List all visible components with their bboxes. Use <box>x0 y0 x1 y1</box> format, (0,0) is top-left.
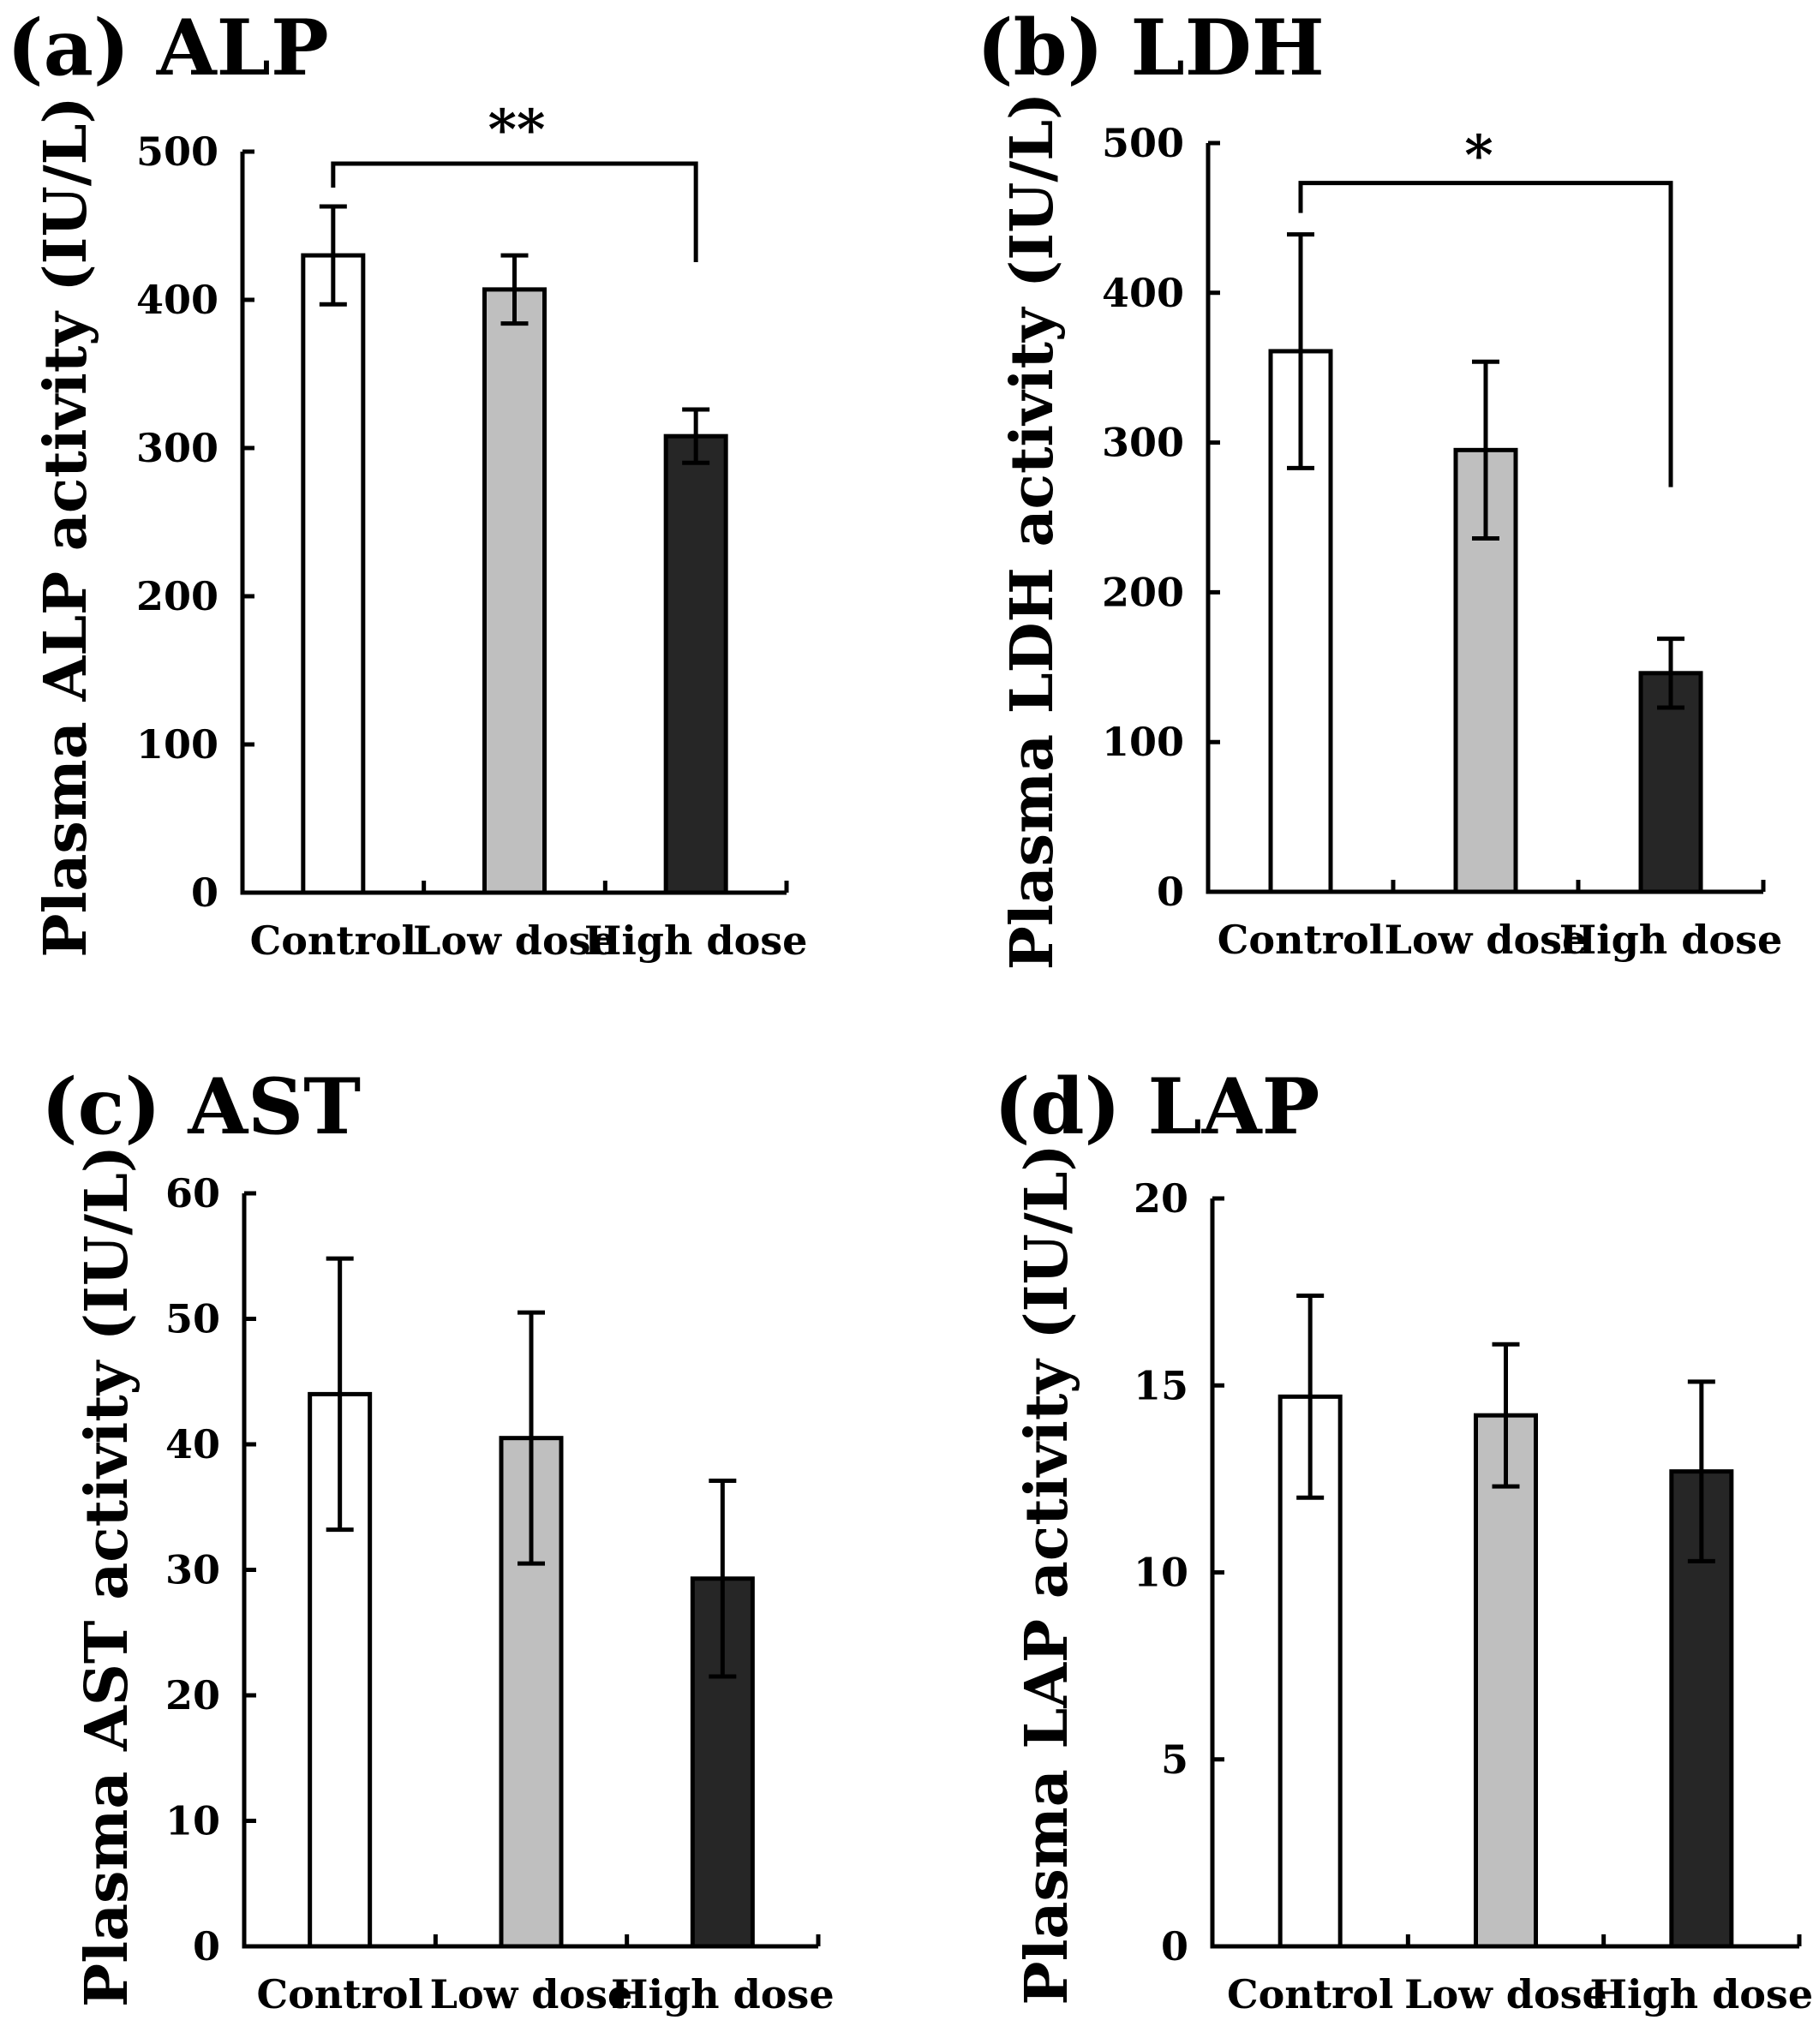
panel-d-error-bar-2 <box>1687 1379 1715 1563</box>
panel-c: (c) AST Plasma AST activity (IU/L) 0 10 … <box>41 1061 835 2017</box>
panel-a-ytick-5: 500 <box>136 128 218 175</box>
panel-b-title: (b) LDH <box>977 3 1325 93</box>
panel-d-error-bar-0 <box>1296 1293 1325 1500</box>
panel-a-name: ALP <box>156 3 329 93</box>
panel-d-bar-1 <box>1474 1413 1538 1949</box>
panel-c-axes <box>242 1191 821 1949</box>
panel-c-ytick-0: 0 <box>193 1923 220 1969</box>
panel-b-error-bar-0 <box>1287 232 1314 470</box>
panel-d-ytick-2: 10 <box>1134 1550 1188 1596</box>
panel-a-ytick-3: 300 <box>136 425 218 471</box>
panel-c-error-bar-0 <box>326 1256 354 1533</box>
panel-c-letter: (c) <box>41 1061 161 1152</box>
panel-a: (a) ALP Plasma ALP activity (IU/L) ** 0 … <box>7 3 807 964</box>
panel-d-ytick-0: 0 <box>1161 1923 1188 1969</box>
panel-a-ytick-4: 400 <box>136 277 218 323</box>
panel-b-significance-label: * <box>1464 123 1493 188</box>
panel-c-ytick-5: 50 <box>165 1296 220 1342</box>
panel-a-error-bar-0 <box>319 204 347 307</box>
panel-c-ytick-3: 30 <box>165 1547 220 1593</box>
panel-d-ylabel: Plasma LAP activity (IU/L) <box>1013 1144 1081 2005</box>
panel-b-significance-bracket <box>1298 181 1673 487</box>
panel-a-error-bar-2 <box>682 407 710 465</box>
panel-c-category-label: High dose <box>611 1971 835 2017</box>
panel-a-ytick-2: 200 <box>136 573 218 619</box>
panel-a-error-bar-1 <box>500 253 529 326</box>
panel-a-letter: (a) <box>7 3 129 93</box>
panel-d-category-label: Low dose <box>1404 1971 1607 2017</box>
panel-b-ytick-2: 200 <box>1102 569 1184 615</box>
panel-b-ytick-4: 400 <box>1102 270 1184 316</box>
panel-d-letter: (d) <box>994 1061 1121 1152</box>
panel-b-name: LDH <box>1130 3 1324 93</box>
panel-b-ytick-5: 500 <box>1102 120 1184 166</box>
panel-b-ytick-0: 0 <box>1157 869 1184 915</box>
panel-b-ylabel: Plasma LDH activity (IU/L) <box>998 93 1067 970</box>
panel-a-category-label: Control <box>250 917 416 964</box>
panel-d-ytick-1: 5 <box>1161 1736 1188 1783</box>
panel-a-ylabel: Plasma ALP activity (IU/L) <box>32 96 100 957</box>
panel-d-ytick-4: 20 <box>1134 1175 1188 1222</box>
panel-b-category-label: Control <box>1218 917 1384 963</box>
panel-b-axes <box>1206 140 1766 894</box>
panel-a-axes <box>240 149 789 895</box>
panel-c-category-label: Control <box>256 1971 422 2017</box>
panel-c-name: AST <box>187 1061 361 1152</box>
panel-a-significance-label: ** <box>488 98 546 162</box>
panel-d-category-label: Control <box>1227 1971 1393 2017</box>
panel-b-letter: (b) <box>977 3 1104 93</box>
panel-b-ytick-1: 100 <box>1102 719 1184 765</box>
panel-c-ytick-1: 10 <box>165 1798 220 1844</box>
panel-c-ytick-2: 20 <box>165 1672 220 1718</box>
panel-a-category-label: High dose <box>584 917 808 964</box>
panel-a-category-label: Low dose <box>413 917 616 964</box>
panel-a-title: (a) ALP <box>7 3 329 93</box>
panel-b-category-label: High dose <box>1559 917 1783 963</box>
panel-d-ytick-3: 15 <box>1134 1362 1188 1408</box>
panel-c-error-bar-1 <box>518 1310 545 1566</box>
panel-b: (b) LDH Plasma LDH activity (IU/L) * 0 1… <box>977 3 1782 970</box>
panel-a-significance-bracket <box>331 161 698 263</box>
panel-b-ytick-3: 300 <box>1102 420 1184 466</box>
panel-b-error-bar-2 <box>1657 637 1684 710</box>
panel-c-ylabel: Plasma AST activity (IU/L) <box>73 1145 141 2007</box>
panel-d-axes <box>1210 1196 1802 1949</box>
panel-c-category-label: Low dose <box>430 1971 633 2017</box>
panel-a-ytick-1: 100 <box>136 721 218 768</box>
panel-b-error-bar-1 <box>1472 359 1499 541</box>
panel-d-error-bar-1 <box>1492 1342 1520 1489</box>
panel-c-ytick-4: 40 <box>165 1421 220 1467</box>
panel-a-bar-0 <box>301 253 366 895</box>
panel-b-category-label: Low dose <box>1385 917 1588 963</box>
panel-c-error-bar-2 <box>709 1478 737 1679</box>
panel-a-bar-2 <box>663 433 728 895</box>
panel-d-title: (d) LAP <box>994 1061 1319 1152</box>
panel-c-title: (c) AST <box>41 1061 361 1152</box>
panel-d-category-label: High dose <box>1590 1971 1814 2017</box>
panel-a-ytick-0: 0 <box>191 870 218 916</box>
panel-c-ytick-6: 60 <box>165 1170 220 1216</box>
panel-d: (d) LAP Plasma LAP activity (IU/L) 0 5 1… <box>994 1061 1813 2017</box>
panel-d-name: LAP <box>1147 1061 1319 1152</box>
panel-a-bar-1 <box>482 287 547 895</box>
